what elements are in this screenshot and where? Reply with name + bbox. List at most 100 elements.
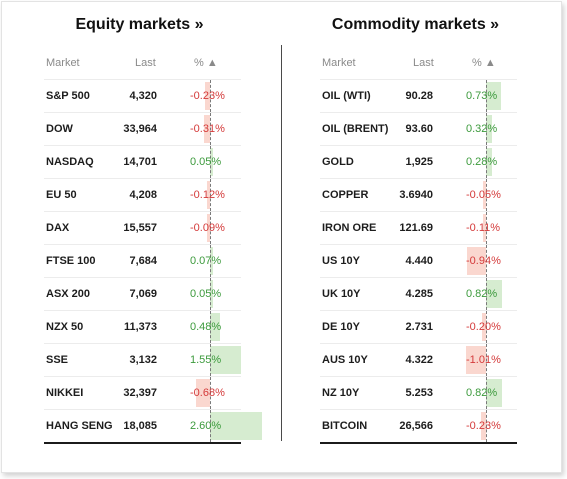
market-name[interactable]: COPPER bbox=[322, 189, 369, 201]
positive-change-bar bbox=[210, 313, 220, 341]
zero-line bbox=[486, 410, 487, 442]
zero-line bbox=[486, 311, 487, 343]
market-name[interactable]: GOLD bbox=[322, 156, 354, 168]
last-value: 4.322 bbox=[405, 354, 433, 366]
zero-line bbox=[210, 410, 211, 442]
market-name[interactable]: EU 50 bbox=[46, 189, 77, 201]
last-value: 18,085 bbox=[123, 420, 157, 432]
positive-change-bar bbox=[486, 280, 503, 308]
table-row[interactable]: NIKKEI 32,397 -0.68% bbox=[44, 377, 241, 410]
market-name[interactable]: BITCOIN bbox=[322, 420, 368, 432]
table-row[interactable]: ASX 200 7,069 0.05% bbox=[44, 278, 241, 311]
market-name[interactable]: NZX 50 bbox=[46, 321, 84, 333]
commodity-markets-title-link[interactable]: Commodity markets » bbox=[331, 16, 500, 33]
table-row[interactable]: US 10Y 4.440 -0.94% bbox=[320, 245, 517, 278]
percent-change: -1.01% bbox=[466, 354, 501, 366]
table-row[interactable]: NZ 10Y 5.253 0.82% bbox=[320, 377, 517, 410]
percent-column-header[interactable]: % ▲ bbox=[194, 57, 218, 69]
percent-change: 0.07% bbox=[190, 255, 222, 267]
table-row[interactable]: SSE 3,132 1.55% bbox=[44, 344, 241, 377]
negative-change-bar bbox=[483, 214, 486, 242]
market-name[interactable]: US 10Y bbox=[322, 255, 360, 267]
market-name[interactable]: SSE bbox=[46, 354, 69, 366]
percent-change: -0.31% bbox=[190, 123, 225, 135]
market-name[interactable]: OIL (WTI) bbox=[322, 90, 371, 102]
percent-change: 0.05% bbox=[190, 156, 222, 168]
market-name[interactable]: NASDAQ bbox=[46, 156, 94, 168]
last-value: 26,566 bbox=[399, 420, 433, 432]
last-value: 11,373 bbox=[123, 321, 157, 333]
positive-change-bar bbox=[210, 148, 213, 176]
market-column-header: Market bbox=[46, 57, 80, 69]
table-row[interactable]: UK 10Y 4.285 0.82% bbox=[320, 278, 517, 311]
market-name[interactable]: DOW bbox=[46, 123, 73, 135]
zero-line bbox=[210, 113, 211, 145]
last-value: 2.731 bbox=[405, 321, 433, 333]
percent-change: -0.23% bbox=[190, 90, 225, 102]
zero-line bbox=[210, 377, 211, 409]
table-row[interactable]: OIL (BRENT) 93.60 0.32% bbox=[320, 113, 517, 146]
table-row[interactable]: DE 10Y 2.731 -0.20% bbox=[320, 311, 517, 344]
zero-line bbox=[486, 377, 487, 409]
percent-change: 0.05% bbox=[190, 288, 222, 300]
panel-divider bbox=[281, 45, 282, 441]
market-name[interactable]: IRON ORE bbox=[322, 222, 377, 234]
positive-change-bar bbox=[486, 379, 503, 407]
last-column-header: Last bbox=[135, 57, 156, 69]
last-value: 14,701 bbox=[123, 156, 157, 168]
table-row[interactable]: FTSE 100 7,684 0.07% bbox=[44, 245, 241, 278]
positive-change-bar bbox=[210, 346, 241, 374]
market-name[interactable]: NZ 10Y bbox=[322, 387, 360, 399]
market-name[interactable]: UK 10Y bbox=[322, 288, 361, 300]
zero-line bbox=[210, 179, 211, 211]
equity-table-body: S&P 500 4,320 -0.23% DOW 33,964 -0.31% NASDAQ 1… bbox=[44, 80, 262, 444]
last-value: 3.6940 bbox=[399, 189, 433, 201]
market-name[interactable]: S&P 500 bbox=[46, 90, 90, 102]
commodity-table-body: OIL (WTI) 90.28 0.73% OIL (BRENT) 93.60 0.32%… bbox=[320, 80, 517, 444]
market-name[interactable]: ASX 200 bbox=[46, 288, 91, 300]
market-name[interactable]: DE 10Y bbox=[322, 321, 360, 333]
last-value: 15,557 bbox=[123, 222, 157, 234]
market-name[interactable]: AUS 10Y bbox=[322, 354, 368, 366]
table-row[interactable]: HANG SENG 18,085 2.60% bbox=[44, 410, 262, 444]
last-value: 4.285 bbox=[405, 288, 433, 300]
market-name[interactable]: HANG SENG bbox=[46, 420, 113, 432]
percent-change: -0.94% bbox=[466, 255, 501, 267]
percent-change: -0.68% bbox=[190, 387, 225, 399]
zero-line bbox=[210, 245, 211, 277]
market-name[interactable]: FTSE 100 bbox=[46, 255, 96, 267]
table-row[interactable]: IRON ORE 121.69 -0.11% bbox=[320, 212, 517, 245]
zero-line bbox=[486, 146, 487, 178]
market-name[interactable]: DAX bbox=[46, 222, 70, 234]
positive-change-bar bbox=[210, 247, 213, 275]
table-row[interactable]: BITCOIN 26,566 -0.23% bbox=[320, 410, 517, 444]
zero-line bbox=[486, 212, 487, 244]
negative-change-bar bbox=[203, 115, 210, 143]
negative-change-bar bbox=[467, 247, 486, 275]
commodity-table-header: Market Last % ▲ bbox=[320, 46, 517, 80]
zero-line bbox=[210, 80, 211, 112]
percent-change: 0.32% bbox=[466, 123, 498, 135]
market-name[interactable]: OIL (BRENT) bbox=[322, 123, 389, 135]
negative-change-bar bbox=[205, 82, 210, 110]
table-row[interactable]: NZX 50 11,373 0.48% bbox=[44, 311, 241, 344]
zero-line bbox=[486, 344, 487, 376]
percent-column-header[interactable]: % ▲ bbox=[472, 57, 496, 69]
positive-change-bar bbox=[210, 280, 213, 308]
table-row[interactable]: EU 50 4,208 -0.12% bbox=[44, 179, 241, 212]
table-row[interactable]: S&P 500 4,320 -0.23% bbox=[44, 80, 241, 113]
table-row[interactable]: COPPER 3.6940 -0.05% bbox=[320, 179, 517, 212]
table-row[interactable]: OIL (WTI) 90.28 0.73% bbox=[320, 80, 517, 113]
table-row[interactable]: NASDAQ 14,701 0.05% bbox=[44, 146, 241, 179]
equity-table-header: Market Last % ▲ bbox=[44, 46, 241, 80]
percent-change: -0.05% bbox=[466, 189, 501, 201]
table-row[interactable]: AUS 10Y 4.322 -1.01% bbox=[320, 344, 517, 377]
table-row[interactable]: DOW 33,964 -0.31% bbox=[44, 113, 241, 146]
negative-change-bar bbox=[207, 214, 210, 242]
table-row[interactable]: DAX 15,557 -0.09% bbox=[44, 212, 241, 245]
equity-markets-title-link[interactable]: Equity markets » bbox=[75, 16, 204, 33]
percent-change: 0.82% bbox=[466, 387, 498, 399]
table-row[interactable]: GOLD 1,925 0.28% bbox=[320, 146, 517, 179]
markets-card: Equity markets » Market Last % ▲ S&P 500… bbox=[1, 1, 562, 473]
market-name[interactable]: NIKKEI bbox=[46, 387, 84, 399]
